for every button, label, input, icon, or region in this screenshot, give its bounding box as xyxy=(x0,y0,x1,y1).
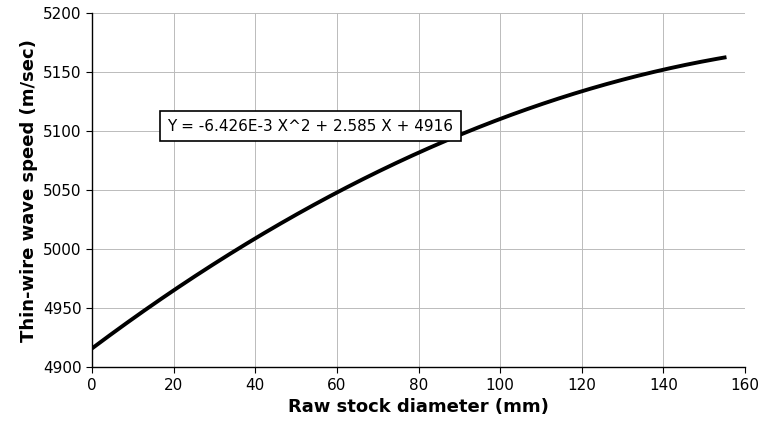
Y-axis label: Thin-wire wave speed (m/sec): Thin-wire wave speed (m/sec) xyxy=(19,38,38,342)
Text: Y = -6.426E-3 X^2 + 2.585 X + 4916: Y = -6.426E-3 X^2 + 2.585 X + 4916 xyxy=(167,119,453,134)
X-axis label: Raw stock diameter (mm): Raw stock diameter (mm) xyxy=(288,398,549,416)
